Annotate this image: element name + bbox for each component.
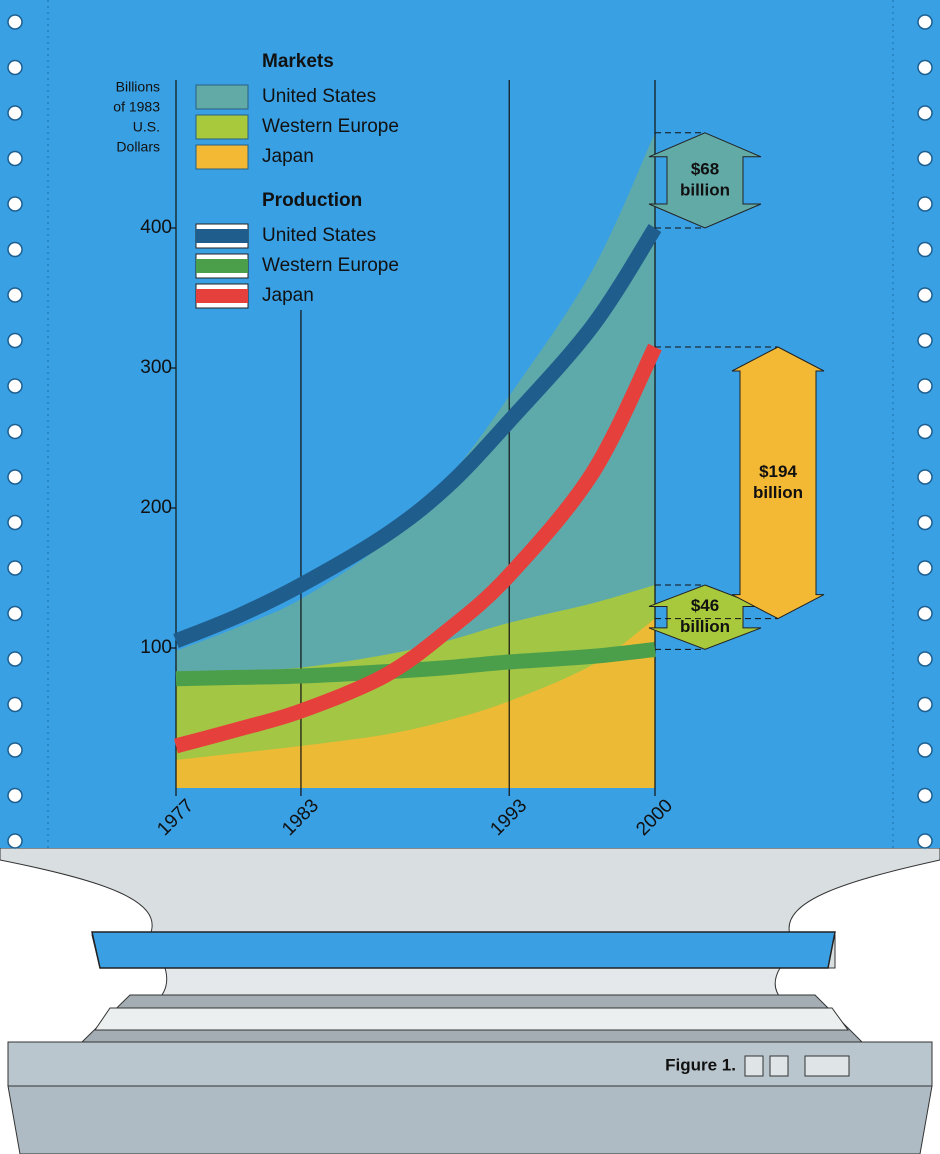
sprocket-hole <box>917 742 933 758</box>
y-tick-label: 400 <box>140 217 172 238</box>
sprocket-hole <box>7 696 23 713</box>
paper-band <box>91 931 836 969</box>
sprocket-hole <box>7 59 23 76</box>
legend-swatch <box>196 289 248 303</box>
figure-label: Figure 1. <box>665 1055 736 1074</box>
sprocket-hole <box>7 742 23 758</box>
sprocket-hole <box>7 787 23 804</box>
sprocket-hole <box>917 150 933 167</box>
sprocket-hole <box>917 423 933 440</box>
printer-button <box>769 1055 789 1077</box>
sprocket-hole <box>7 14 23 30</box>
sprocket-hole <box>917 241 933 258</box>
sprocket-hole <box>917 514 933 531</box>
legend-label: Western Europe <box>262 116 399 137</box>
sprocket-hole <box>7 560 23 576</box>
printer-body <box>7 1041 933 1087</box>
sprocket-hole <box>7 241 23 258</box>
sprocket-hole <box>917 287 933 303</box>
sprocket-hole <box>917 696 933 713</box>
y-axis-label: U.S. <box>133 119 160 135</box>
difference-arrow <box>648 584 762 650</box>
sprocket-hole <box>917 196 933 212</box>
y-tick-label: 300 <box>140 357 172 378</box>
legend-label: Western Europe <box>262 255 399 276</box>
y-tick-label: 200 <box>140 497 172 518</box>
printer-display <box>804 1055 850 1077</box>
legend-swatch <box>195 84 249 110</box>
sprocket-hole <box>7 105 23 121</box>
sprocket-hole <box>917 59 933 76</box>
market-area <box>176 618 655 788</box>
y-axis-label: Billions <box>116 79 160 95</box>
sprocket-hole <box>917 332 933 349</box>
legend-label: United States <box>262 225 376 246</box>
legend-label: Japan <box>262 146 314 167</box>
legend-label: United States <box>262 86 376 107</box>
legend-swatch <box>195 114 249 140</box>
annotation-label: billion <box>680 617 730 636</box>
sprocket-hole <box>7 469 23 485</box>
sprocket-hole <box>917 787 933 804</box>
sprocket-hole <box>917 469 933 485</box>
annotation-label: billion <box>680 180 730 199</box>
sprocket-hole <box>7 833 23 849</box>
production-line <box>173 223 662 648</box>
legend-swatch <box>196 229 248 243</box>
annotation-label: billion <box>753 483 803 502</box>
sprocket-hole <box>7 196 23 212</box>
y-axis-label: Dollars <box>116 139 160 155</box>
production-line <box>175 641 656 687</box>
sprocket-hole <box>7 332 23 349</box>
sprocket-hole <box>917 560 933 576</box>
annotation-label: $194 <box>759 462 797 481</box>
sprocket-hole <box>917 378 933 394</box>
printer-front <box>7 1085 933 1154</box>
production-line <box>174 343 662 754</box>
sprocket-hole <box>917 605 933 622</box>
sprocket-hole <box>7 150 23 167</box>
printer-slot <box>94 1007 849 1031</box>
legend-title: Production <box>262 190 362 211</box>
annotation-label: $46 <box>691 596 719 615</box>
printer-button <box>744 1055 764 1077</box>
sprocket-holes <box>7 14 933 849</box>
sprocket-hole <box>7 378 23 394</box>
sprocket-hole <box>7 423 23 440</box>
sprocket-hole <box>7 514 23 531</box>
sprocket-hole <box>917 14 933 30</box>
y-tick-label: 100 <box>140 637 172 658</box>
sprocket-hole <box>917 105 933 121</box>
sprocket-hole <box>917 651 933 667</box>
sprocket-hole <box>7 605 23 622</box>
annotation-label: $68 <box>691 159 719 178</box>
difference-arrow <box>731 346 825 620</box>
legend-title: Markets <box>262 51 334 72</box>
difference-arrow <box>648 132 762 229</box>
sprocket-hole <box>917 833 933 849</box>
legend-label: Japan <box>262 285 314 306</box>
legend-swatch <box>196 259 248 273</box>
legend-swatch <box>195 144 249 170</box>
y-axis-label: of 1983 <box>113 99 160 115</box>
sprocket-hole <box>7 651 23 667</box>
sprocket-hole <box>7 287 23 303</box>
